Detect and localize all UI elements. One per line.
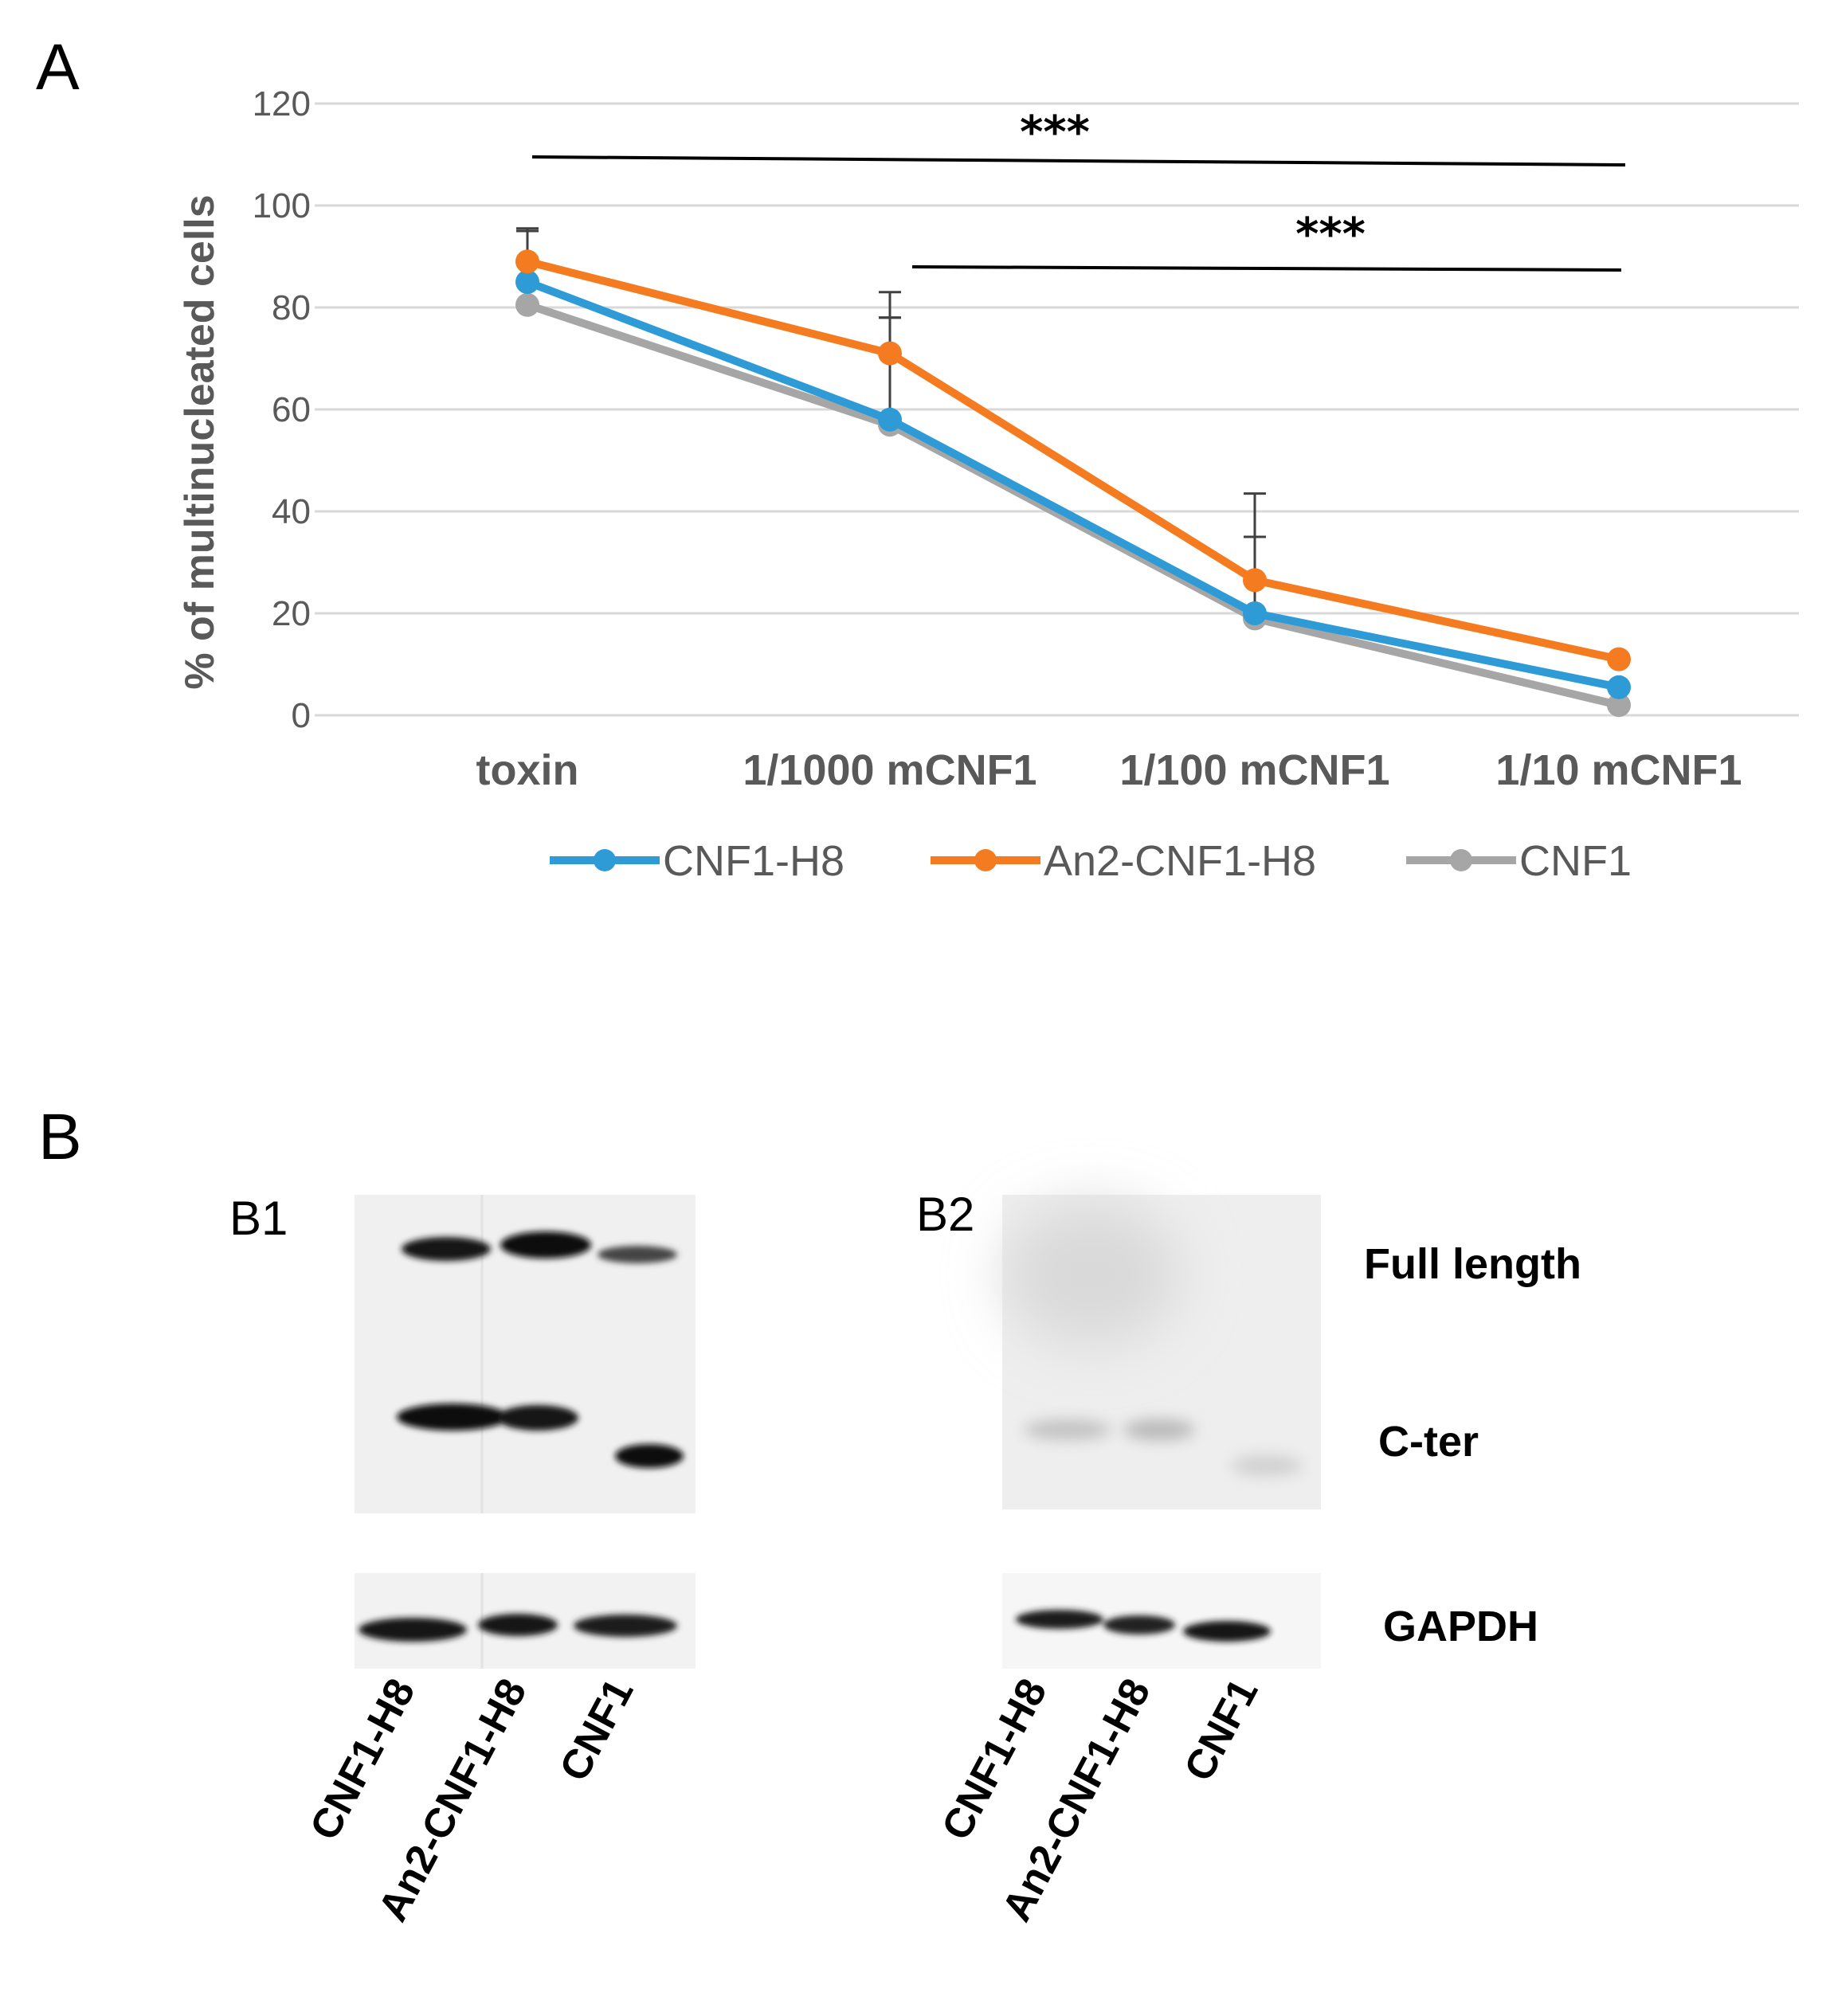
band-b2-gapdh-lane2 bbox=[1103, 1615, 1175, 1634]
band-b1-gapdh-lane3 bbox=[574, 1615, 677, 1637]
point-an2-cnf1-h8-3 bbox=[1607, 647, 1631, 671]
y-tick-20: 20 bbox=[272, 594, 311, 633]
y-tick-80: 80 bbox=[272, 288, 311, 327]
blot-b2-upper bbox=[1002, 1195, 1321, 1509]
y-tick-labels: 0 20 40 60 80 100 120 bbox=[253, 84, 311, 735]
x-category-toxin: toxin bbox=[476, 746, 579, 794]
band-b2-ct-lane3 bbox=[1231, 1455, 1303, 1476]
line-chart: 0 20 40 60 80 100 120 % of multinucleated cell… bbox=[177, 84, 1799, 885]
band-b2-gapdh-lane3 bbox=[1183, 1621, 1271, 1642]
point-an2-cnf1-h8-2 bbox=[1243, 568, 1267, 593]
blot-b1-upper bbox=[355, 1195, 696, 1513]
point-cnf1-h8-3 bbox=[1607, 675, 1631, 699]
legend-label-cnf1-h8: CNF1-H8 bbox=[663, 837, 844, 885]
band-b1-fl-lane1 bbox=[402, 1237, 491, 1261]
blot-b2-label: B2 bbox=[916, 1188, 974, 1241]
band-b1-gapdh-lane1 bbox=[359, 1618, 467, 1642]
x-category-1-10-mcnf1: 1/10 mCNF1 bbox=[1495, 746, 1742, 794]
x-category-1-100-mcnf1: 1/100 mCNF1 bbox=[1119, 746, 1389, 794]
x-category-labels: toxin 1/1000 mCNF1 1/100 mCNF1 1/10 mCNF1 bbox=[476, 746, 1742, 794]
blot-b1-gapdh bbox=[355, 1573, 696, 1669]
x-category-1-1000-mcnf1: 1/1000 mCNF1 bbox=[743, 746, 1036, 794]
legend: CNF1-H8 An2-CNF1-H8 CNF1 bbox=[550, 837, 1632, 885]
band-label-c-ter: C-ter bbox=[1378, 1418, 1479, 1466]
band-b2-ct-lane2 bbox=[1123, 1419, 1195, 1440]
point-cnf1-h8-1 bbox=[878, 407, 902, 432]
y-tick-0: 0 bbox=[292, 696, 311, 735]
band-b1-fl-lane3 bbox=[598, 1246, 677, 1263]
significance-bar-2 bbox=[911, 265, 1622, 272]
series-line-cnf1-h8 bbox=[526, 278, 1620, 691]
legend-label-cnf1: CNF1 bbox=[1519, 837, 1632, 885]
significance-label-2: *** bbox=[1295, 209, 1366, 260]
y-tick-120: 120 bbox=[253, 84, 311, 123]
legend-marker-cnf1-h8 bbox=[594, 849, 616, 871]
y-tick-40: 40 bbox=[272, 492, 311, 531]
band-b1-ct-lane1 bbox=[397, 1403, 508, 1431]
blot-b2-gapdh bbox=[1002, 1573, 1321, 1669]
lane-label-b2-cnf1: CNF1 bbox=[1176, 1671, 1268, 1788]
series-line-an2-cnf1-h8 bbox=[526, 257, 1620, 664]
series-line-cnf1 bbox=[526, 301, 1620, 710]
band-b1-fl-lane2 bbox=[500, 1231, 591, 1259]
y-axis-label: % of multinucleated cells bbox=[177, 194, 223, 689]
y-tick-60: 60 bbox=[272, 390, 311, 429]
lane-label-b2-cnf1-h8: CNF1-H8 bbox=[933, 1671, 1056, 1847]
significance-label-1: *** bbox=[1020, 107, 1090, 159]
point-cnf1-3 bbox=[1607, 693, 1631, 718]
point-an2-cnf1-h8-1 bbox=[878, 341, 902, 366]
band-label-full-length: Full length bbox=[1364, 1240, 1581, 1288]
legend-marker-cnf1 bbox=[1450, 849, 1472, 871]
point-cnf1-h8-2 bbox=[1243, 601, 1267, 625]
panel-b-letter: B bbox=[38, 1101, 82, 1173]
lane-label-b1-cnf1-h8: CNF1-H8 bbox=[301, 1671, 424, 1847]
significance-annotations: *** *** bbox=[531, 107, 1626, 272]
band-b1-gapdh-lane2 bbox=[478, 1614, 558, 1636]
band-label-gapdh: GAPDH bbox=[1383, 1603, 1538, 1650]
blot-b1-label: B1 bbox=[229, 1192, 288, 1245]
band-b2-ct-lane1 bbox=[1024, 1419, 1111, 1440]
y-tick-100: 100 bbox=[253, 186, 311, 225]
point-cnf1-0 bbox=[515, 292, 539, 317]
band-b2-gapdh-lane1 bbox=[1016, 1610, 1103, 1629]
series-lines bbox=[515, 249, 1631, 718]
point-an2-cnf1-h8-0 bbox=[515, 249, 539, 274]
lane-label-b1-cnf1: CNF1 bbox=[551, 1671, 643, 1788]
legend-marker-an2-cnf1-h8 bbox=[974, 849, 997, 871]
band-b1-ct-lane3 bbox=[615, 1444, 684, 1468]
panel-a-letter: A bbox=[36, 31, 80, 104]
band-b1-ct-lane2 bbox=[497, 1405, 578, 1431]
significance-bar-1 bbox=[531, 155, 1626, 166]
legend-label-an2-cnf1-h8: An2-CNF1-H8 bbox=[1044, 837, 1316, 885]
grid-lines bbox=[315, 102, 1799, 717]
point-cnf1-h8-0 bbox=[515, 270, 539, 294]
